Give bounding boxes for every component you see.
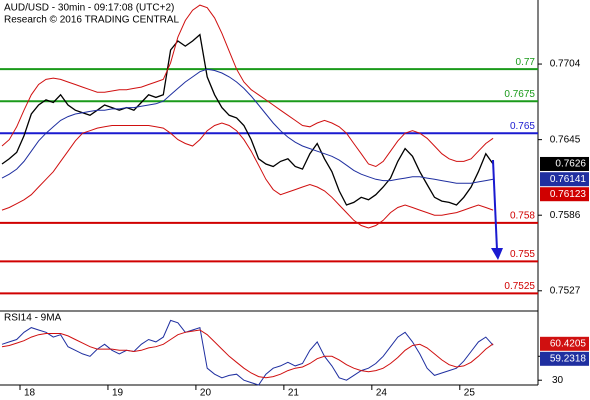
value-box-label: 0.7626 xyxy=(555,159,586,170)
marks: 0.77 0.7675 0.765 0.758 0.755 0.7525 0.7704 0.7… xyxy=(0,4,589,399)
series-line xyxy=(1,4,494,168)
value-box xyxy=(540,336,589,351)
y-tick-label: 0.7527 xyxy=(550,285,581,296)
level-label: 0.765 xyxy=(510,121,535,132)
y-tick-label: 0.7586 xyxy=(550,210,581,221)
series-line xyxy=(1,122,494,229)
series-line xyxy=(1,68,494,184)
y-tick-label: 0.7645 xyxy=(550,134,581,145)
value-box-label: 59.2318 xyxy=(550,353,587,364)
x-tick-label: 20 xyxy=(200,388,212,399)
value-box xyxy=(540,351,589,366)
forecast-arrow xyxy=(492,159,498,251)
level-label: 0.7525 xyxy=(504,281,535,292)
value-box xyxy=(540,172,589,187)
level-label: 0.77 xyxy=(516,57,536,68)
value-box-label: 60.4205 xyxy=(550,338,587,349)
series-line xyxy=(1,33,494,206)
y-tick-label: 0.7704 xyxy=(550,59,581,70)
level-label: 0.7675 xyxy=(504,89,535,100)
value-box-label: 0.76141 xyxy=(550,174,587,185)
level-label: 0.758 xyxy=(510,211,535,222)
rsi-line xyxy=(1,319,494,386)
chart-subtitle: Research © 2016 TRADING CENTRAL xyxy=(4,15,179,26)
level-label: 0.755 xyxy=(510,249,535,260)
forecast-arrow-head xyxy=(491,248,503,260)
rsi-title: RSI14 - 9MA xyxy=(4,313,62,324)
x-tick-label: 25 xyxy=(464,388,476,399)
rsi-line xyxy=(1,329,494,379)
value-box-label: 0.76123 xyxy=(550,189,587,200)
x-tick-label: 24 xyxy=(376,388,388,399)
value-box xyxy=(540,187,589,202)
chart-title: AUD/USD - 30min - 09:17:08 (UTC+2) xyxy=(4,3,174,14)
x-tick-label: 18 xyxy=(24,388,36,399)
x-tick-label: 21 xyxy=(288,388,300,399)
x-tick-label: 19 xyxy=(112,388,124,399)
rsi-tick-label: 30 xyxy=(552,375,564,386)
value-box xyxy=(540,156,589,171)
